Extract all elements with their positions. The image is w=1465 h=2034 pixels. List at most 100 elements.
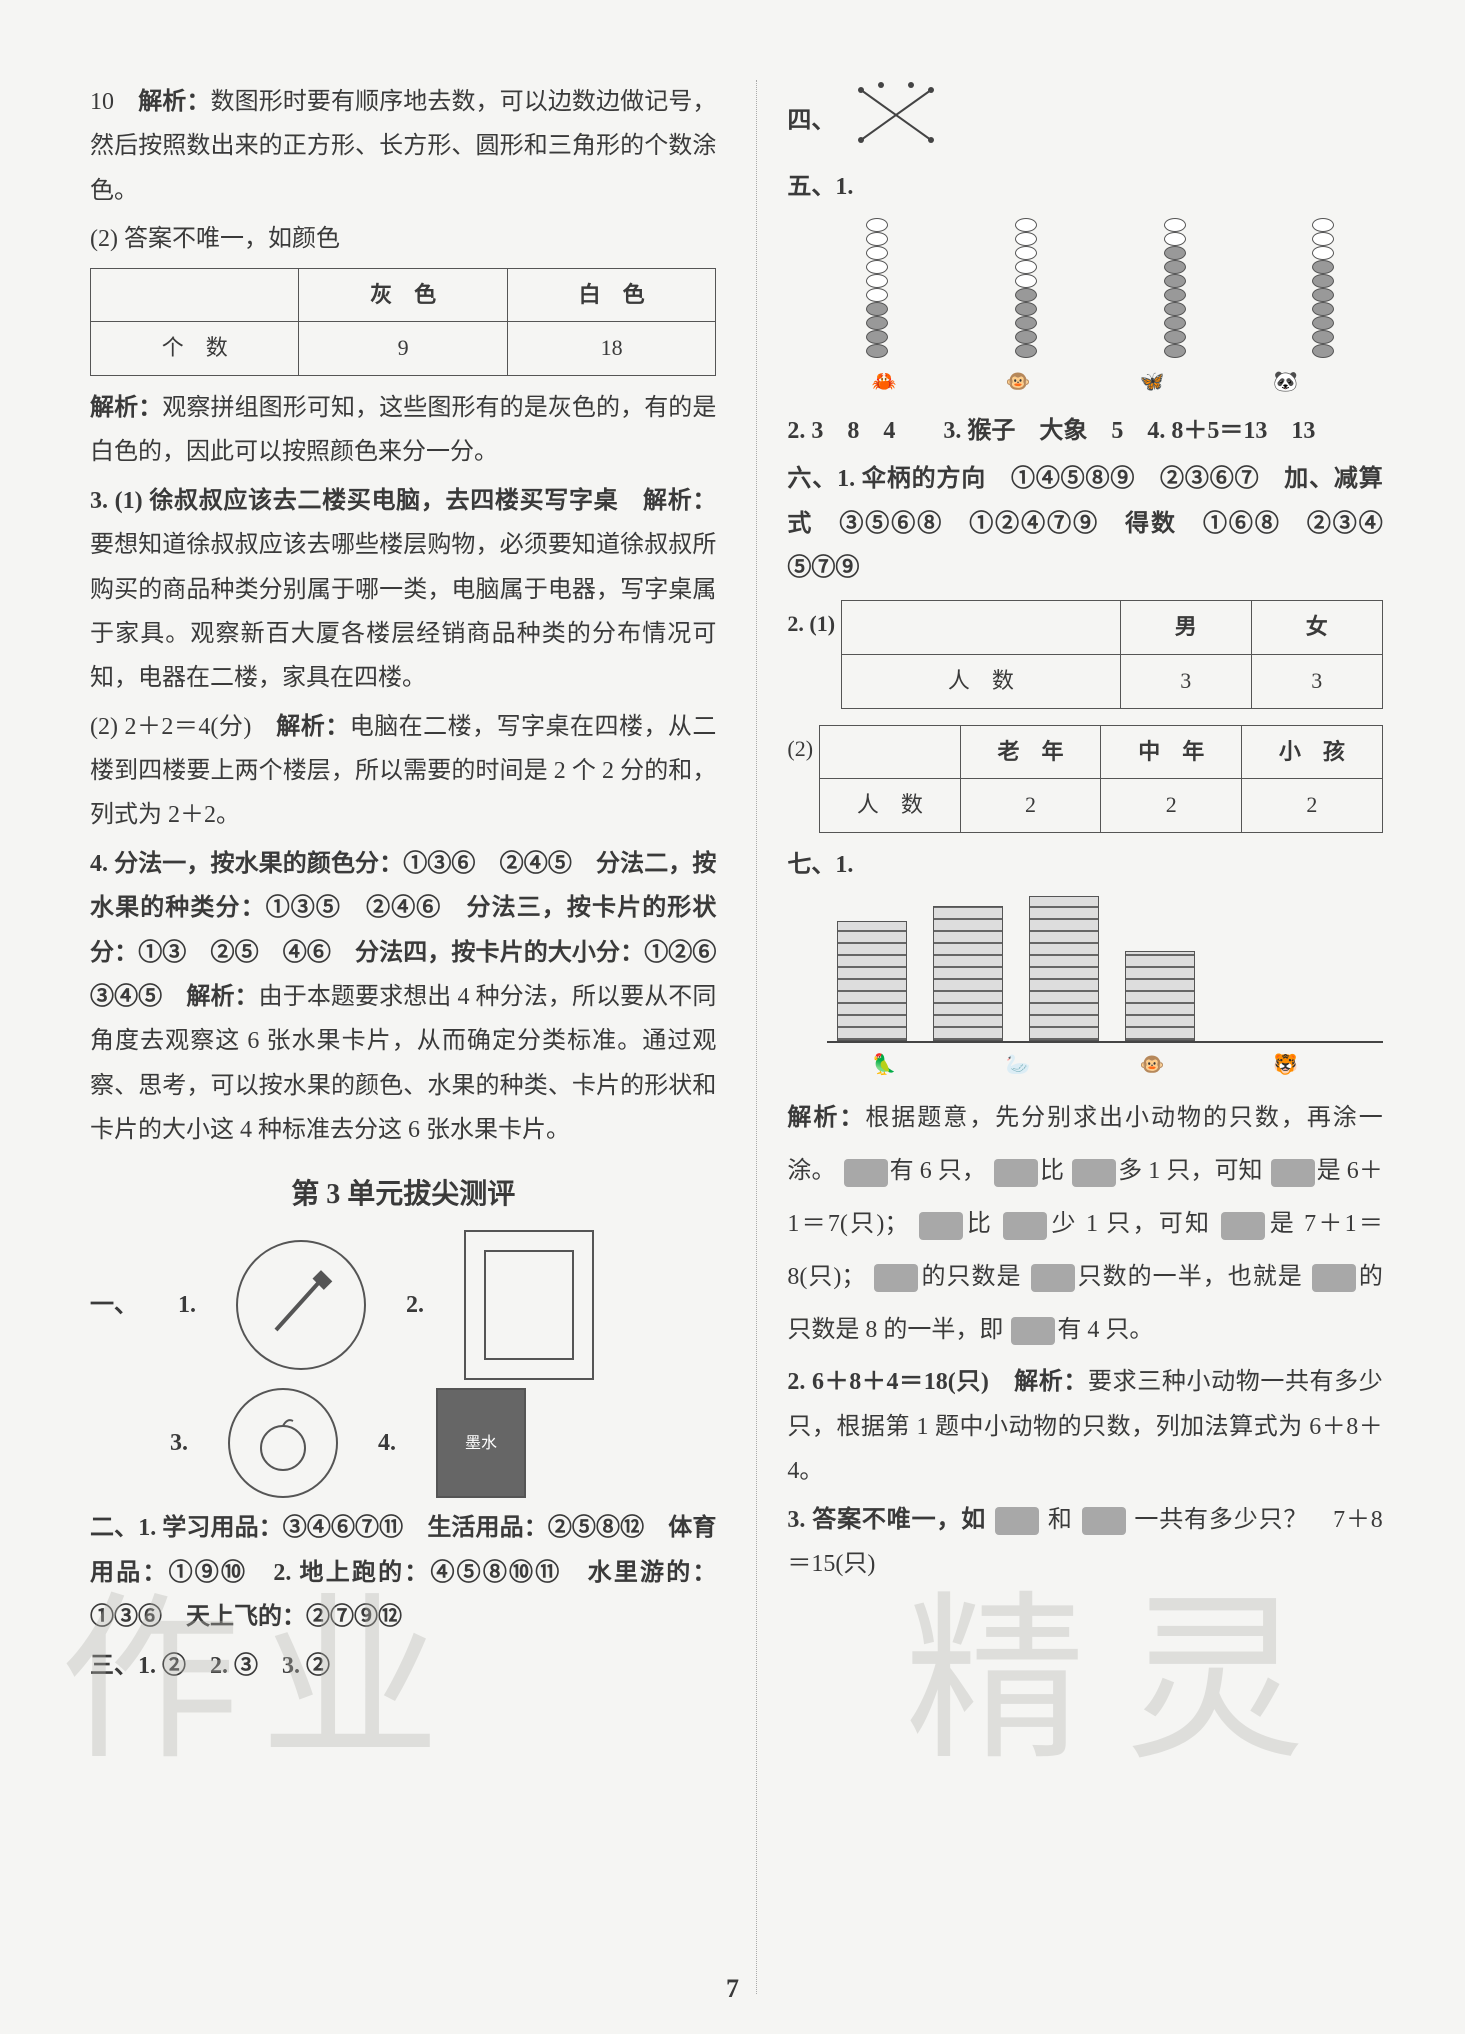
th-white: 白 色 <box>507 268 715 322</box>
cell-gray: 9 <box>299 322 507 376</box>
row-label: 人 数 <box>820 779 961 833</box>
analysis-label: 解析： <box>90 395 162 421</box>
section-si: 四、 <box>787 80 1382 165</box>
cell: 3 <box>1120 655 1251 709</box>
th: 中 年 <box>1101 725 1242 779</box>
left-column: 10 解析：数图形时要有顺序地去数，可以边数边做记号，然后按照数出来的正方形、长… <box>90 80 716 1994</box>
th <box>842 601 1121 655</box>
th: 小 孩 <box>1242 725 1383 779</box>
page-content: 10 解析：数图形时要有顺序地去数，可以边数边做记号，然后按照数出来的正方形、长… <box>90 80 1395 1994</box>
yi-3: 3. <box>170 1421 188 1465</box>
bar <box>837 921 907 1041</box>
item-3-2: (2) 2＋2＝4(分) 解析：电脑在二楼，写字桌在四楼，从二楼到四楼要上两个楼… <box>90 705 716 838</box>
th <box>820 725 961 779</box>
monkey-icon <box>1221 1212 1265 1240</box>
qi2-prefix: 2. 6＋8＋4＝18(只) <box>787 1369 1014 1395</box>
yi-2: 2. <box>406 1283 424 1327</box>
section-liu: 六、1. 伞柄的方向 ①④⑤⑧⑨ ②③⑥⑦ 加、减算式 ③⑤⑥⑧ ①②④⑦⑨ 得… <box>787 457 1382 590</box>
abacus-column <box>1015 218 1037 358</box>
animal-icon: 🐵 <box>1006 364 1031 401</box>
bar <box>1125 951 1195 1041</box>
t: 有 4 只。 <box>1057 1317 1153 1343</box>
liu-2-2-wrap: (2) 老 年 中 年 小 孩 人 数 2 2 2 <box>787 719 1382 843</box>
analysis-label: 解析： <box>186 984 258 1010</box>
animal-icon: 🦀 <box>872 364 897 401</box>
item-10: 10 解析：数图形时要有顺序地去数，可以边数边做记号，然后按照数出来的正方形、长… <box>90 80 716 213</box>
section-title: 第 3 单元拔尖测评 <box>90 1169 716 1221</box>
monkey-icon <box>1003 1212 1047 1240</box>
color-count-table: 灰 色 白 色 个 数 9 18 <box>90 268 716 376</box>
tiger-icon <box>1011 1317 1055 1345</box>
analysis-label: 解析： <box>643 488 716 514</box>
liu2-label: 2. (1) <box>787 594 835 645</box>
wu-label: 五、1. <box>787 174 853 200</box>
th-male: 男 <box>1120 601 1251 655</box>
item-2-prefix: (2) 答案不唯一，如颜色 <box>90 217 716 261</box>
item-3-1: 3. (1) 徐叔叔应该去二楼买电脑，去四楼买写字桌 解析： 要想知道徐叔叔应该去… <box>90 479 716 701</box>
t: 只数的一半，也就是 <box>1077 1264 1303 1290</box>
age-table: 老 年 中 年 小 孩 人 数 2 2 2 <box>819 725 1383 833</box>
analysis-label: 解析： <box>138 89 210 115</box>
section-qi: 七、1. 🦜🦢🐵🐯 <box>787 843 1382 1084</box>
swan-icon <box>994 1159 1038 1187</box>
item-4: 4. 分法一，按水果的颜色分：①③⑥ ②④⑤ 分法二，按水果的种类分：①③⑤ ②… <box>90 842 716 1153</box>
liu-text: 六、1. 伞柄的方向 ①④⑤⑧⑨ ②③⑥⑦ 加、减算式 ③⑤⑥⑧ ①②④⑦⑨ 得… <box>787 466 1406 581</box>
item-prefix: (2) 2＋2＝4(分) <box>90 714 276 740</box>
liu2-2-label: (2) <box>787 719 813 770</box>
item-prefix: 3. (1) 徐叔叔应该去二楼买电脑，去四楼买写字桌 <box>90 488 643 514</box>
bar <box>933 906 1003 1041</box>
yi-label: 一、 <box>90 1283 138 1327</box>
si-label: 四、 <box>787 108 835 134</box>
swan-icon <box>995 1507 1039 1535</box>
th: 老 年 <box>960 725 1101 779</box>
right-column: 四、 五、1. 🦀🐵🦋🐼 2. 3 8 4 3. 猴子 大象 5 4. 8＋5＝… <box>756 80 1382 1994</box>
abacus-column <box>1164 218 1186 358</box>
th-female: 女 <box>1251 601 1382 655</box>
qi-label: 七、1. <box>787 852 853 878</box>
rect-outer-icon <box>464 1230 594 1380</box>
analysis-label: 解析： <box>787 1105 865 1131</box>
qi-3: 3. 答案不唯一，如 和 一共有多少只？ 7＋8＝15(只) <box>787 1498 1382 1587</box>
row-label: 人 数 <box>842 655 1121 709</box>
qi-analysis: 解析：根据题意，先分别求出小动物的只数，再涂一涂。 有 6 只， 比 多 1 只… <box>787 1092 1382 1356</box>
animal-icon: 🐯 <box>1273 1047 1298 1084</box>
cell: 2 <box>960 779 1101 833</box>
cell: 2 <box>1101 779 1242 833</box>
analysis-label: 解析： <box>276 714 349 740</box>
parrot-icon <box>844 1159 888 1187</box>
wu2-text: 2. 3 8 4 3. 猴子 大象 5 4. 8＋5＝13 13 <box>787 418 1315 444</box>
animal-icon: 🐵 <box>1140 1047 1165 1084</box>
page-number: 7 <box>726 1974 739 2004</box>
wu-2: 2. 3 8 4 3. 猴子 大象 5 4. 8＋5＝13 13 <box>787 409 1382 453</box>
qi3-b: 和 <box>1048 1507 1073 1533</box>
animal-icon: 🦋 <box>1140 364 1165 401</box>
animal-icon: 🦢 <box>1006 1047 1031 1084</box>
tiger-icon <box>874 1264 918 1292</box>
t: 比 <box>1040 1158 1064 1184</box>
gender-table: 男 女 人 数 3 3 <box>841 600 1383 708</box>
th-gray: 灰 色 <box>299 268 507 322</box>
cell-white: 18 <box>507 322 715 376</box>
item-number: 10 <box>90 89 114 115</box>
section-yi: 一、 1. 2. 3. 4. 墨水 <box>90 1230 716 1498</box>
t: 比 <box>965 1211 993 1237</box>
swan-icon <box>919 1212 963 1240</box>
san-text: 三、1. ② 2. ③ 3. ② <box>90 1653 330 1679</box>
analysis-text: 要想知道徐叔叔应该去哪些楼层购物，必须要知道徐叔叔所购买的商品种类分别属于哪一类… <box>90 532 716 691</box>
monkey-icon <box>1031 1264 1075 1292</box>
cell: 3 <box>1251 655 1382 709</box>
animal-icons-1: 🦀🐵🦋🐼 <box>817 364 1352 401</box>
bar-chart <box>827 893 1382 1043</box>
circle-screwdriver-icon <box>236 1240 366 1370</box>
row-label: 个 数 <box>91 322 299 376</box>
abacus-column <box>1312 218 1334 358</box>
bar <box>1029 896 1099 1041</box>
apple-icon <box>228 1388 338 1498</box>
th-blank <box>91 268 299 322</box>
monkey-icon <box>1082 1507 1126 1535</box>
t: 有 6 只， <box>890 1158 986 1184</box>
section-er: 二、1. 学习用品：③④⑥⑦⑪ 生活用品：②⑤⑧⑫ 体育用品：①⑨⑩ 2. 地上… <box>90 1506 716 1639</box>
rect-shape-icon <box>484 1250 574 1360</box>
swan-icon <box>1271 1159 1315 1187</box>
yi-4: 4. <box>378 1421 396 1465</box>
